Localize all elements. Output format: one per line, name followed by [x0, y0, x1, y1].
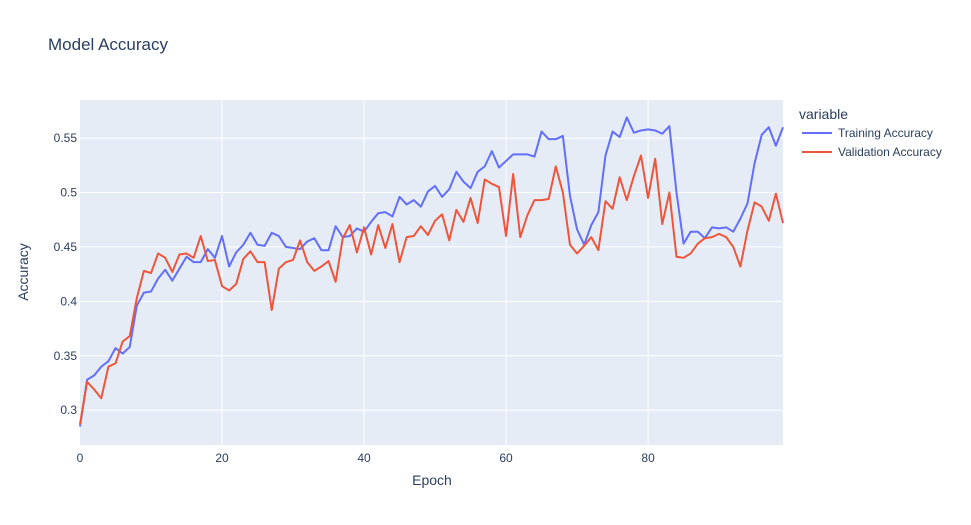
x-axis-title: Epoch: [412, 472, 452, 488]
x-tick-label: 60: [499, 451, 513, 465]
series-lines[interactable]: [79, 116, 784, 427]
legend-item-validation[interactable]: Validation Accuracy: [802, 145, 942, 159]
x-tick-label: 80: [641, 451, 655, 465]
y-tick-label: 0.5: [60, 186, 77, 200]
y-axis-title: Accuracy: [15, 243, 31, 301]
legend-label-training: Training Accuracy: [838, 126, 933, 140]
x-axis-ticks: 0 20 40 60 80: [77, 451, 655, 465]
legend-label-validation: Validation Accuracy: [838, 145, 942, 159]
y-tick-label: 0.55: [54, 131, 78, 145]
y-tick-label: 0.45: [54, 240, 78, 254]
y-tick-label: 0.35: [54, 349, 78, 363]
y-axis-ticks: 0.3 0.35 0.4 0.45 0.5 0.55: [54, 131, 78, 417]
validation-accuracy-line[interactable]: [79, 154, 784, 425]
legend-title: variable: [799, 106, 848, 122]
y-tick-label: 0.3: [60, 403, 77, 417]
x-tick-label: 0: [77, 451, 84, 465]
y-tick-label: 0.4: [60, 294, 77, 308]
x-tick-label: 20: [215, 451, 229, 465]
plot-background: [80, 100, 783, 445]
legend[interactable]: variable Training Accuracy Validation Ac…: [799, 106, 942, 159]
chart-title: Model Accuracy: [48, 35, 168, 54]
x-tick-label: 40: [357, 451, 371, 465]
legend-item-training[interactable]: Training Accuracy: [802, 126, 933, 140]
grid-lines: [80, 100, 783, 445]
training-accuracy-line[interactable]: [79, 116, 784, 427]
